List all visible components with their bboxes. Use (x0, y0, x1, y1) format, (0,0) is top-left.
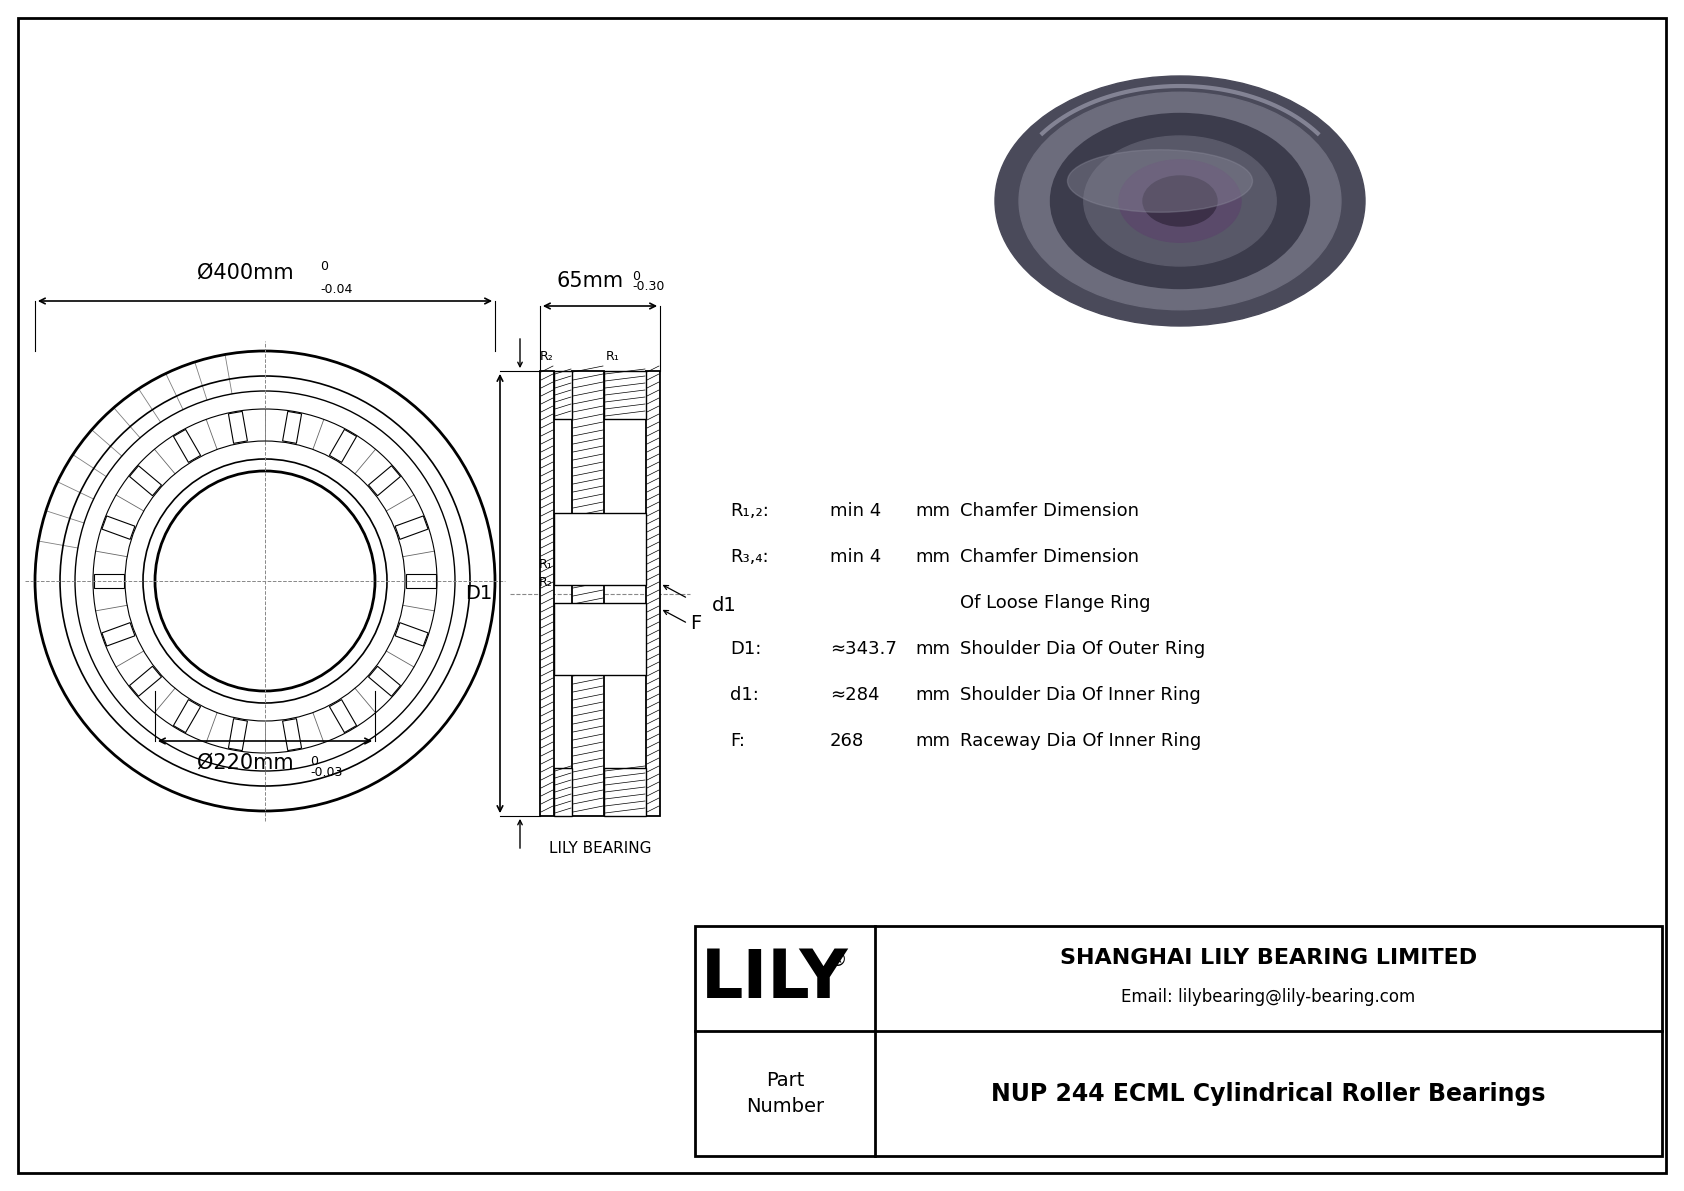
Bar (647, 372, 660, 816)
Text: Raceway Dia Of Inner Ring: Raceway Dia Of Inner Ring (960, 732, 1201, 750)
Bar (330, 430, 357, 462)
Bar (330, 699, 357, 732)
Text: NUP 244 ECML Cylindrical Roller Bearings: NUP 244 ECML Cylindrical Roller Bearings (992, 1081, 1546, 1105)
Bar (283, 718, 301, 750)
Text: Part
Number: Part Number (746, 1071, 823, 1116)
Text: mm: mm (914, 732, 950, 750)
Text: F: F (690, 615, 701, 632)
Bar (130, 666, 162, 697)
Ellipse shape (1143, 176, 1218, 226)
Bar (229, 411, 248, 443)
Text: d1: d1 (712, 596, 738, 615)
Bar (541, 372, 554, 816)
Text: SHANGHAI LILY BEARING LIMITED: SHANGHAI LILY BEARING LIMITED (1059, 948, 1477, 968)
Bar (130, 466, 162, 495)
Ellipse shape (1068, 150, 1253, 212)
Bar (573, 372, 605, 816)
Text: Ø400mm: Ø400mm (197, 263, 293, 283)
Bar (554, 603, 647, 674)
Text: 268: 268 (830, 732, 864, 750)
Text: -0.03: -0.03 (310, 766, 342, 779)
Text: Shoulder Dia Of Inner Ring: Shoulder Dia Of Inner Ring (960, 686, 1201, 704)
Text: 65mm: 65mm (556, 272, 623, 291)
Text: F:: F: (729, 732, 744, 750)
Ellipse shape (1118, 160, 1241, 242)
Text: Chamfer Dimension: Chamfer Dimension (960, 501, 1138, 520)
Text: mm: mm (914, 686, 950, 704)
Text: min 4: min 4 (830, 548, 881, 566)
Text: mm: mm (914, 640, 950, 657)
Bar (369, 466, 401, 495)
Bar (369, 666, 401, 697)
Text: mm: mm (914, 548, 950, 566)
Text: R₃: R₃ (606, 559, 620, 572)
Text: D1:: D1: (729, 640, 761, 657)
Bar (173, 430, 200, 462)
Text: LILY: LILY (701, 946, 849, 1011)
Bar (283, 411, 301, 443)
Bar (554, 768, 573, 816)
Text: ®: ® (827, 950, 847, 969)
Text: min 4: min 4 (830, 501, 881, 520)
Text: ≈343.7: ≈343.7 (830, 640, 898, 657)
Bar (103, 516, 135, 540)
Ellipse shape (1051, 113, 1310, 288)
Bar (554, 372, 573, 419)
Ellipse shape (995, 76, 1366, 326)
Text: R₄: R₄ (606, 575, 620, 588)
Text: R₃,₄:: R₃,₄: (729, 548, 768, 566)
Bar (605, 768, 647, 816)
Bar (103, 623, 135, 646)
Text: -0.04: -0.04 (320, 283, 352, 297)
Text: 0: 0 (320, 260, 328, 273)
Bar (396, 516, 428, 540)
Ellipse shape (1084, 136, 1276, 266)
Text: D1: D1 (465, 584, 492, 603)
Bar (396, 623, 428, 646)
Bar (173, 699, 200, 732)
Bar (554, 512, 647, 585)
Bar (695, 925, 1662, 1156)
Text: R₁: R₁ (606, 350, 620, 363)
Text: R₂: R₂ (539, 575, 552, 588)
Text: ≈284: ≈284 (830, 686, 879, 704)
Text: Of Loose Flange Ring: Of Loose Flange Ring (960, 594, 1150, 612)
Text: Chamfer Dimension: Chamfer Dimension (960, 548, 1138, 566)
Bar (229, 718, 248, 750)
Text: R₁: R₁ (539, 559, 552, 572)
Text: Shoulder Dia Of Outer Ring: Shoulder Dia Of Outer Ring (960, 640, 1206, 657)
Text: 0: 0 (310, 755, 318, 768)
Text: -0.30: -0.30 (632, 280, 665, 293)
Text: 0: 0 (632, 270, 640, 283)
Ellipse shape (1019, 92, 1340, 310)
Text: d1:: d1: (729, 686, 759, 704)
Bar (605, 372, 647, 419)
Text: mm: mm (914, 501, 950, 520)
Text: R₁,₂:: R₁,₂: (729, 501, 770, 520)
Bar (406, 574, 436, 588)
Text: Ø220mm: Ø220mm (197, 753, 293, 773)
Bar (94, 574, 125, 588)
Text: R₂: R₂ (541, 350, 554, 363)
Text: LILY BEARING: LILY BEARING (549, 841, 652, 856)
Text: Email: lilybearing@lily-bearing.com: Email: lilybearing@lily-bearing.com (1122, 987, 1416, 1005)
